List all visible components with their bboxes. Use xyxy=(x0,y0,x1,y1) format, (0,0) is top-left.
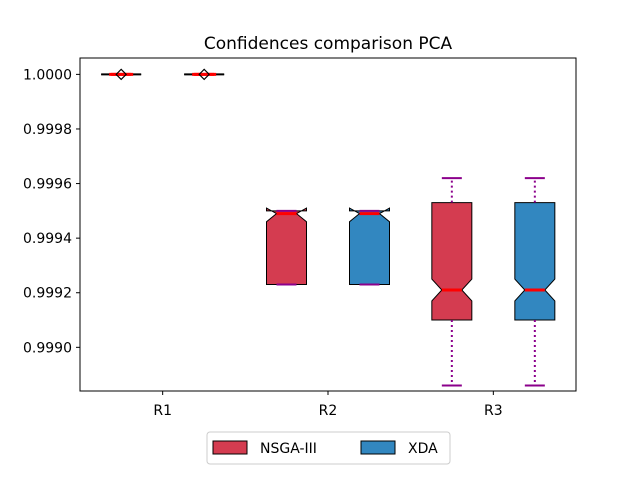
x-tick-label: R2 xyxy=(319,403,338,419)
box xyxy=(431,202,473,321)
y-tick-label: 0.9990 xyxy=(23,340,72,356)
notch-marker xyxy=(115,68,128,81)
legend: NSGA-III XDA xyxy=(206,431,451,465)
ticks-layer: 0.9990 0.9992 0.9994 0.9996 0.9998 1.0000 R1 R2… xyxy=(23,67,503,419)
legend-frame xyxy=(206,431,451,465)
plot-frame xyxy=(80,58,576,391)
boxes-layer xyxy=(101,68,556,387)
y-tick-label: 1.0000 xyxy=(23,67,72,83)
y-tick-label: 0.9996 xyxy=(23,177,72,193)
box xyxy=(266,207,307,286)
y-tick-label: 0.9994 xyxy=(23,231,72,247)
legend-swatch-xda xyxy=(360,440,396,455)
chart-title: Confidences comparison PCA xyxy=(204,34,453,54)
legend-label-nsga-iii: NSGA-III xyxy=(260,441,317,457)
box xyxy=(349,207,390,286)
legend-swatch-nsga-iii xyxy=(212,440,248,455)
notch-marker xyxy=(198,68,211,81)
y-tick-label: 0.9992 xyxy=(23,286,72,302)
box xyxy=(514,202,556,321)
legend-label-xda: XDA xyxy=(408,441,438,457)
plot-border xyxy=(79,57,577,392)
x-tick-label: R1 xyxy=(153,403,172,419)
x-tick-label: R3 xyxy=(484,403,503,419)
y-tick-label: 0.9998 xyxy=(23,122,72,138)
